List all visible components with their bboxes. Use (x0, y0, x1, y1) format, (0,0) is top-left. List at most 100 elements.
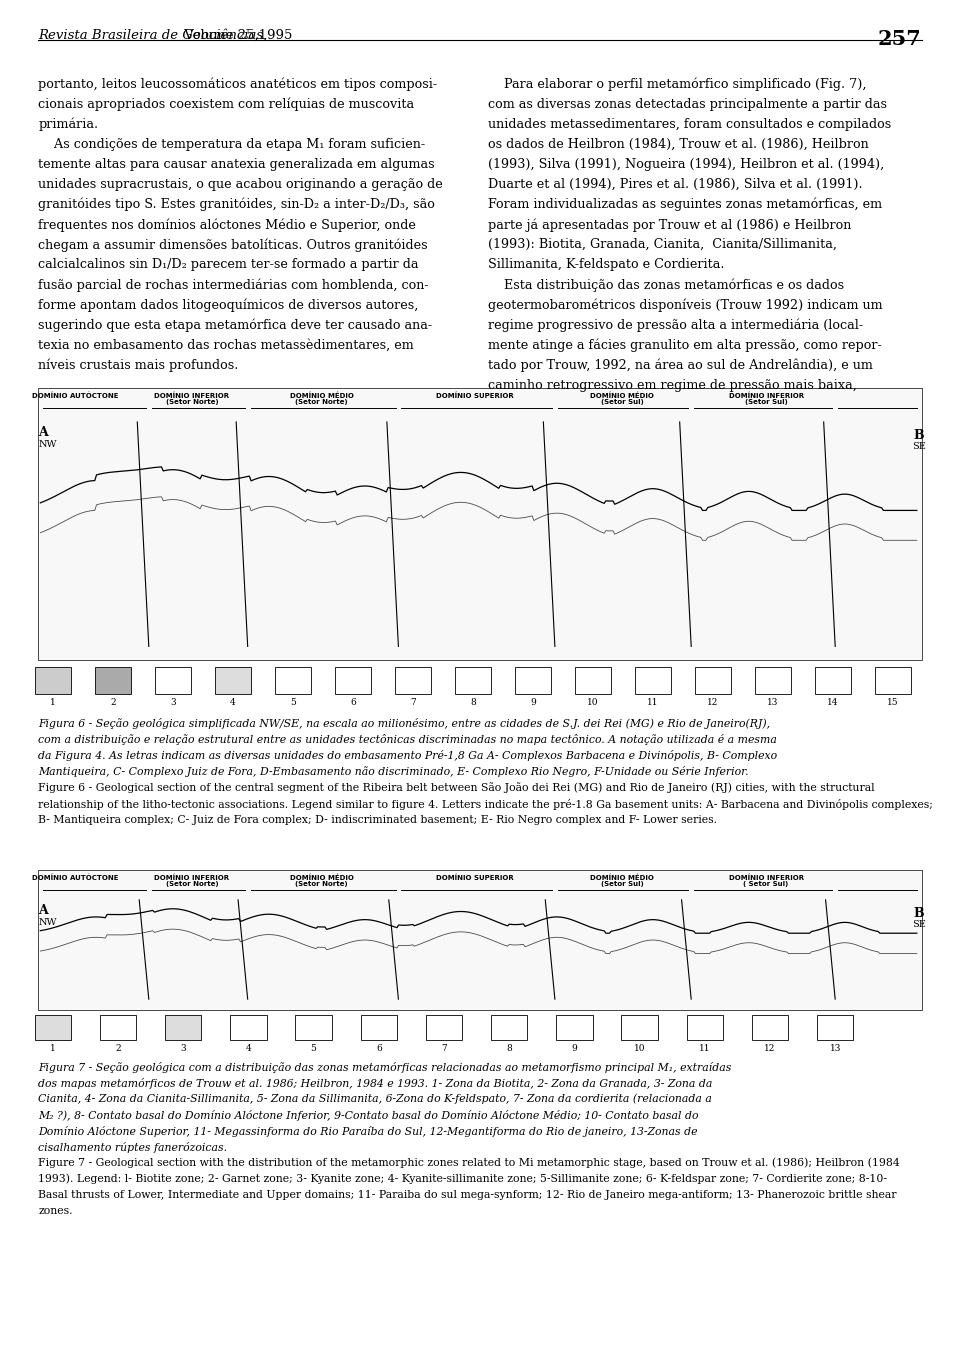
Text: 15: 15 (887, 698, 899, 708)
Text: 4: 4 (246, 1044, 252, 1052)
Text: Figure 6 - Geological section of the central segment of the Ribeira belt between: Figure 6 - Geological section of the cen… (38, 782, 875, 793)
Bar (814, 667, 852, 694)
Text: 7: 7 (410, 698, 416, 708)
Text: A: A (38, 904, 48, 917)
Text: cionais apropriados coexistem com relíquias de muscovita: cionais apropriados coexistem com relíqu… (38, 98, 415, 111)
Text: DOMÍNIO INFERIOR
(Setor Norte): DOMÍNIO INFERIOR (Setor Norte) (155, 392, 229, 405)
Bar (755, 667, 791, 694)
Text: dos mapas metamórficos de Trouw et al. 1986; Heilbron, 1984 e 1993. 1- Zona da B: dos mapas metamórficos de Trouw et al. 1… (38, 1078, 712, 1089)
Text: primária.: primária. (38, 118, 99, 132)
Text: Mantiqueira, C- Complexo Juiz de Fora, D-Embasamento não discriminado, E- Comple: Mantiqueira, C- Complexo Juiz de Fora, D… (38, 766, 749, 778)
Text: (1993): Biotita, Granada, Cianita,  Cianita/Sillimanita,: (1993): Biotita, Granada, Cianita, Ciani… (488, 238, 837, 251)
Text: Para elaborar o perfil metamórfico simplificado (Fig. 7),: Para elaborar o perfil metamórfico simpl… (488, 77, 866, 91)
Bar (38, 388, 922, 660)
Text: 13: 13 (767, 698, 779, 708)
Bar (275, 667, 311, 694)
Text: 1: 1 (50, 698, 56, 708)
Text: geotermobarométricos disponíveis (Trouw 1992) indicam um: geotermobarométricos disponíveis (Trouw … (488, 299, 882, 312)
Text: B: B (914, 429, 924, 441)
Text: 2: 2 (115, 1044, 121, 1052)
Text: NW: NW (38, 440, 57, 448)
Text: cisalhamento rúptes fanerózoicas.: cisalhamento rúptes fanerózoicas. (38, 1142, 228, 1153)
Bar (455, 667, 491, 694)
Text: 6: 6 (376, 1044, 382, 1052)
Text: Volume 25,1995: Volume 25,1995 (180, 29, 293, 42)
Bar (574, 667, 612, 694)
Text: 7: 7 (442, 1044, 446, 1052)
Bar (215, 667, 252, 694)
Text: Sillimanita, K-feldspato e Cordierita.: Sillimanita, K-feldspato e Cordierita. (488, 258, 724, 272)
Text: 5: 5 (311, 1044, 317, 1052)
Text: SE: SE (912, 921, 925, 929)
Text: DOMÍNIO MÉDIO
(Setor Norte): DOMÍNIO MÉDIO (Setor Norte) (290, 392, 353, 405)
Text: A: A (38, 426, 48, 439)
Bar (752, 1016, 788, 1040)
Text: portanto, leitos leucossomáticos anatéticos em tipos composi-: portanto, leitos leucossomáticos anatéti… (38, 77, 438, 91)
Text: 1: 1 (50, 1044, 56, 1052)
Text: 9: 9 (571, 1044, 577, 1052)
Text: DOMÍNIO INFERIOR
( Setor Sul): DOMÍNIO INFERIOR ( Setor Sul) (729, 875, 804, 887)
Text: Figura 7 - Seção geológica com a distribuição das zonas metamórficas relacionada: Figura 7 - Seção geológica com a distrib… (38, 1062, 732, 1073)
Text: B- Mantiqueira complex; C- Juiz de Fora complex; D- indiscriminated basement; E-: B- Mantiqueira complex; C- Juiz de Fora … (38, 815, 717, 824)
Text: DOMÍNIO MÉDIO
(Setor Norte): DOMÍNIO MÉDIO (Setor Norte) (290, 875, 353, 887)
Text: 12: 12 (764, 1044, 776, 1052)
Text: texia no embasamento das rochas metassèdimentares, em: texia no embasamento das rochas metassèd… (38, 338, 414, 352)
Text: NW: NW (38, 918, 57, 926)
Text: 13: 13 (829, 1044, 841, 1052)
Text: 10: 10 (634, 1044, 645, 1052)
Text: DOMÍNIO SUPERIOR: DOMÍNIO SUPERIOR (437, 392, 514, 399)
Bar (155, 667, 191, 694)
Bar (165, 1016, 202, 1040)
Text: relationship of the litho-tectonic associations. Legend similar to figure 4. Let: relationship of the litho-tectonic assoc… (38, 799, 933, 809)
Text: com a distribuição e relação estrutural entre as unidades tectônicas discriminad: com a distribuição e relação estrutural … (38, 735, 778, 746)
Text: 9: 9 (530, 698, 536, 708)
Text: 6: 6 (350, 698, 355, 708)
Bar (94, 667, 131, 694)
Text: frequentes nos domínios alóctones Médio e Superior, onde: frequentes nos domínios alóctones Médio … (38, 219, 417, 232)
Bar (230, 1016, 267, 1040)
Text: As condições de temperatura da etapa M₁ foram suficien-: As condições de temperatura da etapa M₁ … (38, 137, 425, 151)
Bar (635, 667, 671, 694)
Text: sugerindo que esta etapa metamórfica deve ter causado ana-: sugerindo que esta etapa metamórfica dev… (38, 319, 433, 333)
Text: 11: 11 (647, 698, 659, 708)
Text: unidades metassedimentares, foram consultados e compilados: unidades metassedimentares, foram consul… (488, 118, 891, 130)
Bar (35, 667, 71, 694)
Text: Foram individualizadas as seguintes zonas metamórficas, em: Foram individualizadas as seguintes zona… (488, 198, 882, 212)
Text: caminho retrogressivo em regime de pressão mais baixa,: caminho retrogressivo em regime de press… (488, 379, 856, 392)
Text: B: B (914, 907, 924, 919)
Text: DOMÍNIO MÉDIO
(Setor Sul): DOMÍNIO MÉDIO (Setor Sul) (590, 392, 654, 405)
Text: os dados de Heilbron (1984), Trouw et al. (1986), Heilbron: os dados de Heilbron (1984), Trouw et al… (488, 137, 869, 151)
Bar (621, 1016, 658, 1040)
Text: chegam a assumir dimensões batolíticas. Outros granitóides: chegam a assumir dimensões batolíticas. … (38, 238, 428, 251)
Text: 10: 10 (588, 698, 598, 708)
Text: DOMÍNIO AUTÓCTONE: DOMÍNIO AUTÓCTONE (32, 392, 118, 399)
Text: 1993). Legend: l- Biotite zone; 2- Garnet zone; 3- Kyanite zone; 4- Kyanite-sill: 1993). Legend: l- Biotite zone; 2- Garne… (38, 1173, 887, 1184)
Bar (296, 1016, 332, 1040)
Bar (686, 1016, 723, 1040)
Text: parte já apresentadas por Trouw et al (1986) e Heilbron: parte já apresentadas por Trouw et al (1… (488, 219, 852, 232)
Text: 12: 12 (708, 698, 718, 708)
Text: Figure 7 - Geological section with the distribution of the metamorphic zones rel: Figure 7 - Geological section with the d… (38, 1158, 900, 1168)
Text: zones.: zones. (38, 1206, 73, 1215)
Text: SE: SE (912, 443, 925, 451)
Text: 2: 2 (110, 698, 115, 708)
Text: M₂ ?), 8- Contato basal do Domínio Alóctone Inferior, 9-Contato basal do Domínio: M₂ ?), 8- Contato basal do Domínio Alóct… (38, 1109, 699, 1120)
Bar (817, 1016, 853, 1040)
Bar (395, 667, 431, 694)
Text: da Figura 4. As letras indicam as diversas unidades do embasamento Pré-1,8 Ga A-: da Figura 4. As letras indicam as divers… (38, 751, 778, 762)
Text: Duarte et al (1994), Pires et al. (1986), Silva et al. (1991).: Duarte et al (1994), Pires et al. (1986)… (488, 178, 862, 191)
Text: Cianita, 4- Zona da Cianita-Sillimanita, 5- Zona da Sillimanita, 6-Zona do K-fel: Cianita, 4- Zona da Cianita-Sillimanita,… (38, 1093, 712, 1104)
Text: Esta distribuição das zonas metamórficas e os dados: Esta distribuição das zonas metamórficas… (488, 278, 844, 292)
Text: 257: 257 (877, 29, 922, 49)
Text: mente atinge a fácies granulito em alta pressão, como repor-: mente atinge a fácies granulito em alta … (488, 338, 881, 352)
Text: unidades supracrustais, o que acabou originando a geração de: unidades supracrustais, o que acabou ori… (38, 178, 444, 191)
Text: 3: 3 (180, 1044, 186, 1052)
Text: DOMÍNIO AUTÓCTONE: DOMÍNIO AUTÓCTONE (32, 875, 118, 880)
Text: 5: 5 (290, 698, 296, 708)
Bar (361, 1016, 397, 1040)
Text: granitóides tipo S. Estes granitóides, sin-D₂ a inter-D₂/D₃, são: granitóides tipo S. Estes granitóides, s… (38, 198, 435, 212)
Text: níveis crustais mais profundos.: níveis crustais mais profundos. (38, 359, 239, 372)
Bar (38, 870, 922, 1010)
Text: DOMÍNIO INFERIOR
(Setor Sul): DOMÍNIO INFERIOR (Setor Sul) (729, 392, 804, 405)
Bar (515, 667, 551, 694)
